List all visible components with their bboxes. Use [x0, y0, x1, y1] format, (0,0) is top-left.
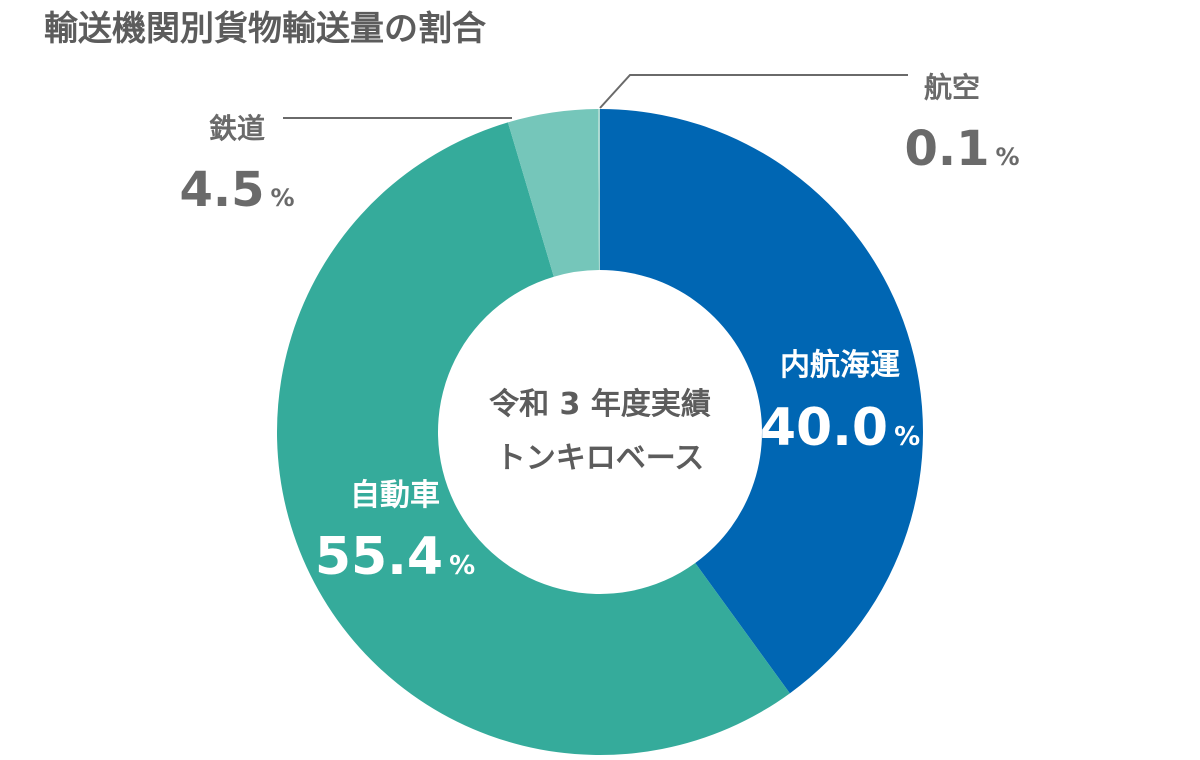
slice-value-1: 55.4% — [315, 527, 475, 587]
center-label-line-1: 令和 3 年度実績 — [489, 387, 711, 422]
donut-slice-1 — [276, 122, 790, 756]
slice-value-0: 40.0% — [760, 398, 920, 458]
slice-label-1: 自動車 — [350, 478, 440, 513]
slice-label-2: 鉄道 — [209, 112, 265, 145]
slice-label-0: 内航海運 — [780, 348, 900, 383]
donut-slice-2 — [507, 109, 599, 277]
chart-title: 輸送機関別貨物輸送量の割合 — [44, 9, 486, 49]
donut-slice-0 — [600, 109, 923, 694]
slice-label-3: 航空 — [924, 71, 980, 104]
leader-line-3 — [599, 74, 908, 109]
slice-value-2: 4.5% — [179, 162, 294, 218]
center-label-line-2: トンキロベース — [496, 441, 705, 476]
leader-lines — [283, 74, 908, 119]
donut-slices — [276, 109, 923, 756]
slice-value-3: 0.1% — [904, 121, 1019, 177]
donut-slice-3 — [597, 109, 600, 271]
slice-labels: 内航海運 40.0 % 自動車 55.4 % 鉄道 4.5 % 航空 0.1% — [179, 71, 1019, 587]
